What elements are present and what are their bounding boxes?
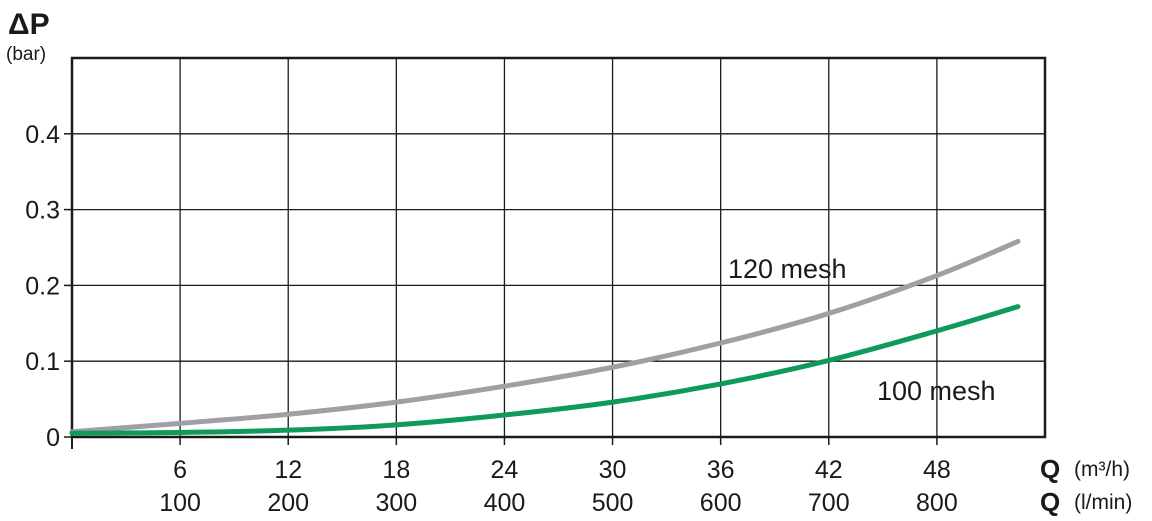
x-tick-label-primary: 36 bbox=[707, 456, 735, 484]
series-line-120-mesh bbox=[69, 238, 1021, 435]
x-tick-label-secondary: 600 bbox=[700, 489, 742, 517]
x-tick-label-primary: 12 bbox=[274, 456, 302, 484]
series-line-100-mesh bbox=[69, 304, 1021, 436]
x-tick-label-secondary: 200 bbox=[267, 489, 309, 517]
x-tick-label-primary: 42 bbox=[815, 456, 843, 484]
x-tick-label-secondary: 100 bbox=[159, 489, 201, 517]
x-tick-label-secondary: 300 bbox=[375, 489, 417, 517]
y-tick-label: 0.1 bbox=[25, 348, 60, 376]
x-tick-label-primary: 48 bbox=[923, 456, 951, 484]
x-axis-primary-unit: (m³/h) bbox=[1074, 458, 1130, 481]
y-axis-symbol: ΔP bbox=[8, 8, 50, 41]
x-tick-label-secondary: 700 bbox=[808, 489, 850, 517]
y-tick-label: 0 bbox=[46, 424, 60, 452]
y-tick-label: 0.3 bbox=[25, 197, 60, 225]
x-axis-secondary-unit: (l/min) bbox=[1074, 491, 1132, 514]
x-tick-label-primary: 6 bbox=[173, 456, 187, 484]
x-tick-label-primary: 24 bbox=[491, 456, 519, 484]
series-label-100-mesh: 100 mesh bbox=[877, 376, 996, 406]
grid bbox=[72, 58, 1045, 437]
x-tick-label-primary: 30 bbox=[599, 456, 627, 484]
x-tick-label-secondary: 800 bbox=[916, 489, 958, 517]
series-layer bbox=[69, 238, 1021, 436]
x-tick-label-secondary: 400 bbox=[484, 489, 526, 517]
tick-layer: 6 100 12 200 18 300 24 400 30 500 36 600 42 700 48 800 0… bbox=[25, 121, 958, 517]
y-tick-label: 0.4 bbox=[25, 121, 60, 149]
y-axis-unit: (bar) bbox=[6, 44, 46, 65]
x-axis-primary-symbol: Q bbox=[1040, 454, 1060, 484]
x-axis-secondary-symbol: Q bbox=[1040, 487, 1060, 517]
series-label-120-mesh: 120 mesh bbox=[728, 254, 847, 284]
x-tick-label-secondary: 500 bbox=[592, 489, 634, 517]
y-tick-label: 0.2 bbox=[25, 272, 60, 300]
plot-frame bbox=[70, 56, 1047, 439]
x-tick-label-primary: 18 bbox=[382, 456, 410, 484]
